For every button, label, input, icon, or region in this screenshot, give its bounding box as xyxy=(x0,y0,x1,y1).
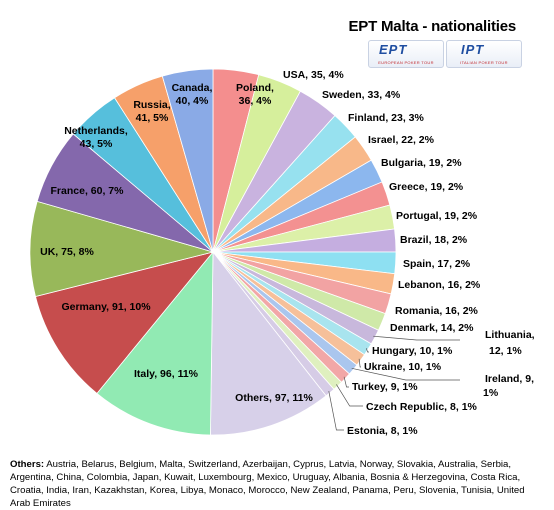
slice-germany xyxy=(34,251,215,395)
ipt-logo-sub: ITALIAN POKER TOUR xyxy=(460,60,508,65)
label-12-1: 12, 1% xyxy=(489,345,522,357)
label-canada: Canada, xyxy=(172,82,213,94)
leader-lines xyxy=(328,335,460,431)
label-brazil-18-2: Brazil, 18, 2% xyxy=(400,234,468,246)
label-portugal-19-2: Portugal, 19, 2% xyxy=(396,210,478,222)
label-romania-16-2: Romania, 16, 2% xyxy=(395,305,479,317)
label-denmark-14-2: Denmark, 14, 2% xyxy=(390,322,474,334)
footnote-lead: Others: xyxy=(10,459,45,470)
label-ukraine-10-1: Ukraine, 10, 1% xyxy=(364,361,442,373)
label-germany-91-10: Germany, 91, 10% xyxy=(61,301,151,313)
label-41-5: 41, 5% xyxy=(136,112,169,124)
label-sweden-33-4: Sweden, 33, 4% xyxy=(322,89,401,101)
leader-ireland xyxy=(351,367,460,381)
slice-labels: Poland,36, 4% USA, 35, 4% Sweden, 33, 4% Fi… xyxy=(40,69,535,437)
pie-slices xyxy=(29,68,397,436)
ept-logo: EPT EUROPEAN POKER TOUR xyxy=(368,40,444,68)
label-hungary-10-1: Hungary, 10, 1% xyxy=(372,345,453,357)
label-france-60-7: France, 60, 7% xyxy=(51,185,125,197)
chart-title: EPT Malta - nationalities xyxy=(348,18,516,35)
label-lebanon-16-2: Lebanon, 16, 2% xyxy=(398,279,481,291)
label-usa-35-4: USA, 35, 4% xyxy=(283,69,344,81)
label-israel-22-2: Israel, 22, 2% xyxy=(368,134,435,146)
label-36-4: 36, 4% xyxy=(239,95,272,107)
label-italy-96-11: Italy, 96, 11% xyxy=(134,368,199,380)
others-footnote: Others: Austria, Belarus, Belgium, Malta… xyxy=(10,458,530,510)
leader-estonia xyxy=(328,391,344,431)
label-bulgaria-19-2: Bulgaria, 19, 2% xyxy=(381,157,462,169)
label-1: 1% xyxy=(483,387,499,399)
label-greece-19-2: Greece, 19, 2% xyxy=(389,181,464,193)
tour-logos: EPT EUROPEAN POKER TOUR IPT ITALIAN POKE… xyxy=(368,40,522,68)
leader-czech-republic xyxy=(336,384,363,407)
label-poland: Poland, xyxy=(236,82,274,94)
label-uk-75-8: UK, 75, 8% xyxy=(40,246,94,258)
label-russia: Russia, xyxy=(133,99,170,111)
label-43-5: 43, 5% xyxy=(80,138,113,150)
label-estonia-8-1: Estonia, 8, 1% xyxy=(347,425,418,437)
leader-turkey xyxy=(343,376,349,388)
label-turkey-9-1: Turkey, 9, 1% xyxy=(352,381,418,393)
ipt-logo: IPT ITALIAN POKER TOUR xyxy=(446,40,522,68)
label-finland-23-3: Finland, 23, 3% xyxy=(348,112,425,124)
slice-others xyxy=(210,250,327,436)
pie-chart: Poland,36, 4% USA, 35, 4% Sweden, 33, 4% Fi… xyxy=(29,68,535,437)
slice-uk xyxy=(29,200,215,297)
footnote-text: Austria, Belarus, Belgium, Malta, Switze… xyxy=(10,459,525,509)
label-others-97-11: Others, 97, 11% xyxy=(235,392,313,404)
ept-logo-mark: EPT xyxy=(379,42,408,57)
ipt-logo-mark: IPT xyxy=(461,42,485,57)
ept-logo-sub: EUROPEAN POKER TOUR xyxy=(378,60,434,65)
leader-ukraine xyxy=(358,358,361,368)
slice-canada xyxy=(161,68,214,253)
leader-hungary xyxy=(365,348,369,353)
slice-italy xyxy=(96,250,214,436)
label-ireland-9: Ireland, 9, xyxy=(485,373,534,385)
label-lithuania: Lithuania, xyxy=(485,329,535,341)
label-spain-17-2: Spain, 17, 2% xyxy=(403,258,471,270)
leader-lithuania xyxy=(373,335,460,341)
label-40-4: 40, 4% xyxy=(176,95,209,107)
label-netherlands: Netherlands, xyxy=(64,125,128,137)
label-czech-republic-8-1: Czech Republic, 8, 1% xyxy=(366,401,478,413)
